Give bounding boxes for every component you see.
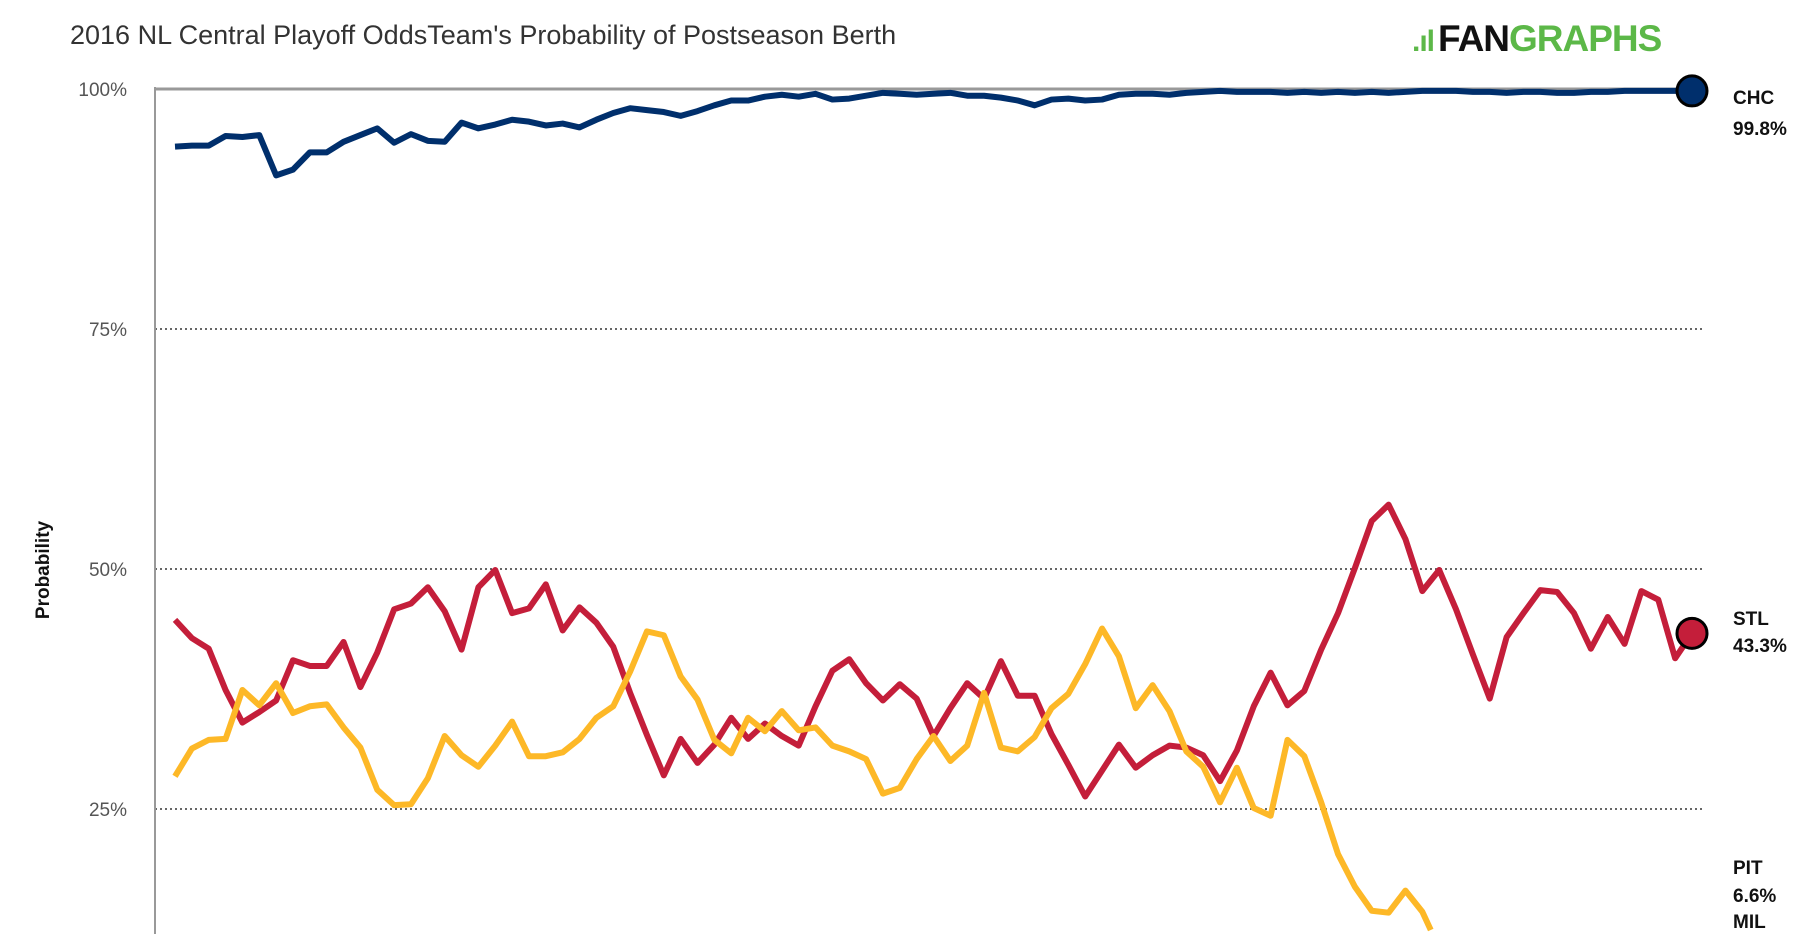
logo-bars-icon: .ıl: [1412, 25, 1435, 58]
chart-title: 2016 NL Central Playoff OddsTeam's Proba…: [70, 20, 897, 50]
series-value-stl: 43.3%: [1733, 636, 1787, 657]
y-tick-label: 25%: [89, 800, 127, 821]
logo-fan: FAN: [1438, 18, 1510, 59]
y-tick-label: 75%: [89, 320, 127, 341]
series-label-stl: STL: [1733, 609, 1769, 630]
series-label-chc: CHC: [1733, 88, 1774, 109]
series-line-stl: [172, 501, 1695, 800]
logo-graphs: GRAPHS: [1509, 18, 1662, 59]
series-line-pit: [172, 625, 1434, 932]
series-label-pit: PIT: [1733, 858, 1763, 879]
series-line-chc: [174, 87, 1692, 179]
y-tick-label: 100%: [78, 80, 127, 101]
end-marker-stl: [1675, 616, 1709, 650]
series-value-chc: 99.8%: [1733, 119, 1787, 140]
end-marker-chc: [1675, 74, 1709, 108]
y-axis-label: Probability: [33, 520, 54, 619]
fangraphs-logo: .ıl FANGRAPHS: [1412, 18, 1662, 60]
series-value-pit: 6.6%: [1733, 886, 1776, 907]
series-label-mil: MIL: [1733, 912, 1766, 933]
y-tick-label: 50%: [89, 560, 127, 581]
